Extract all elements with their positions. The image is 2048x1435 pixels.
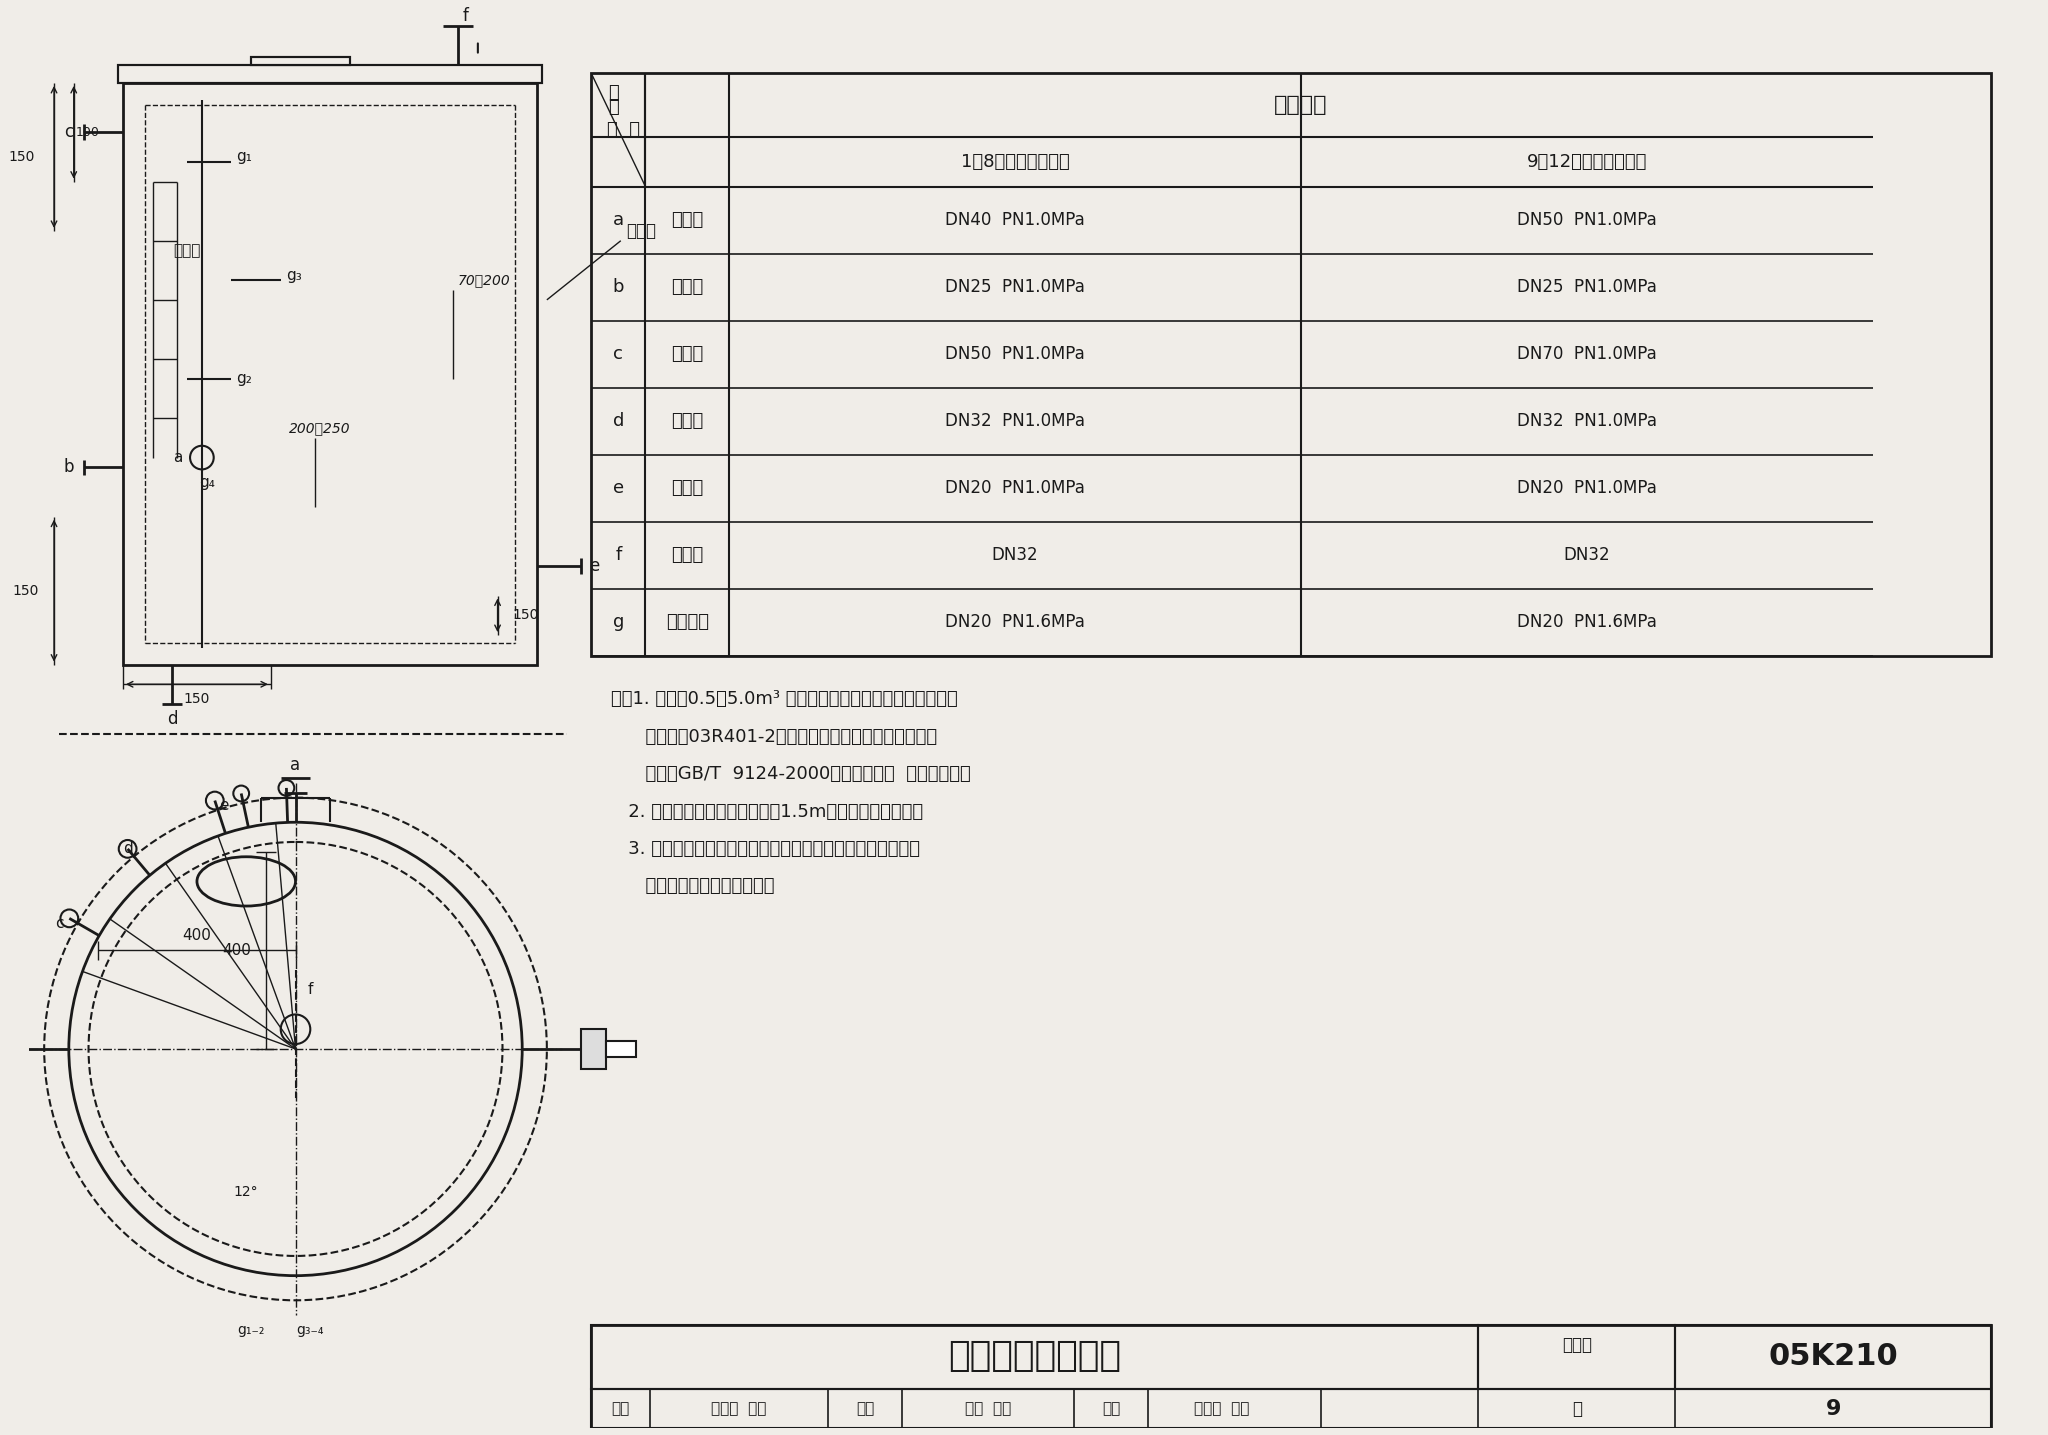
Text: 圆形膨胀水箱总图: 圆形膨胀水箱总图 bbox=[948, 1339, 1120, 1373]
Text: DN70  PN1.0MPa: DN70 PN1.0MPa bbox=[1518, 344, 1657, 363]
Text: DN20  PN1.0MPa: DN20 PN1.0MPa bbox=[944, 479, 1085, 497]
Text: g₁: g₁ bbox=[236, 149, 252, 165]
Text: f: f bbox=[463, 7, 469, 24]
Bar bbox=[252, 57, 350, 65]
Text: d: d bbox=[612, 412, 625, 430]
Bar bbox=[582, 1029, 606, 1069]
Text: 审核: 审核 bbox=[612, 1401, 631, 1416]
Text: 9～12号开式膨胀水箱: 9～12号开式膨胀水箱 bbox=[1526, 154, 1647, 171]
Text: 溢水管: 溢水管 bbox=[672, 344, 702, 363]
Text: 设计: 设计 bbox=[1102, 1401, 1120, 1416]
Text: DN40  PN1.0MPa: DN40 PN1.0MPa bbox=[946, 211, 1085, 230]
Bar bbox=[592, 73, 1991, 656]
Text: 信号管: 信号管 bbox=[672, 479, 702, 497]
Text: 王加  签名: 王加 签名 bbox=[965, 1401, 1012, 1416]
Text: b: b bbox=[612, 278, 625, 296]
Text: 9: 9 bbox=[1825, 1399, 1841, 1419]
Text: DN25  PN1.0MPa: DN25 PN1.0MPa bbox=[1518, 278, 1657, 296]
Text: DN50  PN1.0MPa: DN50 PN1.0MPa bbox=[1518, 211, 1657, 230]
Text: 准均为GB/T  9124-2000《钢制管法兰  技术条件》。: 准均为GB/T 9124-2000《钢制管法兰 技术条件》。 bbox=[610, 765, 971, 784]
Text: g₃: g₃ bbox=[285, 268, 301, 283]
Text: 外人梯: 外人梯 bbox=[627, 222, 655, 240]
Bar bbox=[119, 65, 543, 83]
Text: f: f bbox=[614, 547, 621, 564]
Text: 符: 符 bbox=[608, 85, 618, 102]
Text: 注：1. 本图为0.5～5.0m³ 圆形膨胀水箱总图。箱体制作图详见: 注：1. 本图为0.5～5.0m³ 圆形膨胀水箱总图。箱体制作图详见 bbox=[610, 690, 958, 709]
Text: 图集号: 图集号 bbox=[1563, 1336, 1591, 1353]
Text: a: a bbox=[291, 756, 301, 773]
Text: 400: 400 bbox=[223, 943, 252, 959]
Text: 张亚立  签名: 张亚立 签名 bbox=[1194, 1401, 1249, 1416]
Text: c: c bbox=[614, 344, 623, 363]
Text: 1～8号开式膨胀水箱: 1～8号开式膨胀水箱 bbox=[961, 154, 1069, 171]
Text: 05K210: 05K210 bbox=[1767, 1342, 1898, 1370]
Text: 接管规格: 接管规格 bbox=[1274, 95, 1327, 115]
Bar bbox=[606, 1040, 635, 1056]
Text: 页: 页 bbox=[1573, 1399, 1581, 1418]
Text: DN50  PN1.0MPa: DN50 PN1.0MPa bbox=[946, 344, 1085, 363]
Bar bbox=[1479, 1325, 1675, 1389]
Text: g₁₋₂: g₁₋₂ bbox=[238, 1323, 264, 1337]
Bar bbox=[592, 1389, 1991, 1428]
Text: c: c bbox=[63, 123, 74, 141]
Text: 国标图集03R401-2《开式水箱》。图中各接管法兰标: 国标图集03R401-2《开式水箱》。图中各接管法兰标 bbox=[610, 728, 938, 746]
Text: DN32  PN1.0MPa: DN32 PN1.0MPa bbox=[944, 412, 1085, 430]
Text: b: b bbox=[63, 458, 74, 476]
Text: 100: 100 bbox=[76, 126, 100, 139]
Text: f: f bbox=[307, 983, 313, 997]
Text: g₄: g₄ bbox=[199, 475, 215, 489]
Text: 150: 150 bbox=[512, 608, 539, 623]
Text: g: g bbox=[612, 613, 625, 631]
Text: 膨胀管: 膨胀管 bbox=[672, 211, 702, 230]
Text: DN25  PN1.0MPa: DN25 PN1.0MPa bbox=[944, 278, 1085, 296]
Bar bbox=[119, 65, 543, 83]
Text: 校对: 校对 bbox=[856, 1401, 874, 1416]
Text: 排水管: 排水管 bbox=[672, 412, 702, 430]
Bar bbox=[1675, 1325, 1991, 1389]
Text: 3. 水箱上附件如人孔、管接头、外人梯等，在水箱上的位置: 3. 水箱上附件如人孔、管接头、外人梯等，在水箱上的位置 bbox=[610, 839, 920, 858]
Text: 150: 150 bbox=[184, 692, 211, 706]
Text: d: d bbox=[123, 841, 133, 857]
Text: DN20  PN1.6MPa: DN20 PN1.6MPa bbox=[1518, 613, 1657, 631]
Text: 内人梯: 内人梯 bbox=[174, 243, 201, 258]
Bar bbox=[252, 57, 350, 65]
Text: a: a bbox=[612, 211, 625, 230]
Text: e: e bbox=[219, 798, 229, 812]
Text: d: d bbox=[168, 710, 178, 728]
Text: g₂: g₂ bbox=[236, 372, 252, 386]
Text: a: a bbox=[172, 451, 182, 465]
Bar bbox=[123, 83, 537, 664]
Text: DN32: DN32 bbox=[991, 547, 1038, 564]
Text: 由工程设计人员自行修改。: 由工程设计人员自行修改。 bbox=[610, 877, 774, 895]
Text: DN32: DN32 bbox=[1563, 547, 1610, 564]
Text: 循环管: 循环管 bbox=[672, 278, 702, 296]
Text: 70～200: 70～200 bbox=[459, 273, 510, 287]
Text: 宋孝春  签名: 宋孝春 签名 bbox=[711, 1401, 766, 1416]
Text: 150: 150 bbox=[12, 584, 39, 597]
Text: e: e bbox=[590, 557, 600, 575]
Text: c: c bbox=[55, 916, 63, 931]
Text: DN20  PN1.6MPa: DN20 PN1.6MPa bbox=[944, 613, 1085, 631]
Text: 200～250: 200～250 bbox=[289, 420, 350, 435]
Text: g₃₋₄: g₃₋₄ bbox=[297, 1323, 324, 1337]
Text: DN20  PN1.0MPa: DN20 PN1.0MPa bbox=[1518, 479, 1657, 497]
Text: 2. 开式膨胀水箱高度大于等于1.5m时应设内、外人梯。: 2. 开式膨胀水箱高度大于等于1.5m时应设内、外人梯。 bbox=[610, 802, 924, 821]
Text: 名  称: 名 称 bbox=[606, 121, 639, 139]
Text: 400: 400 bbox=[182, 928, 211, 943]
Text: 液面计口: 液面计口 bbox=[666, 613, 709, 631]
Text: 号: 号 bbox=[608, 98, 618, 116]
Text: 12°: 12° bbox=[233, 1185, 258, 1198]
Text: 通气管: 通气管 bbox=[672, 547, 702, 564]
Text: e: e bbox=[612, 479, 625, 497]
Text: DN32  PN1.0MPa: DN32 PN1.0MPa bbox=[1518, 412, 1657, 430]
Bar bbox=[592, 1325, 1479, 1389]
Bar bbox=[592, 1325, 1991, 1428]
Text: 150: 150 bbox=[8, 149, 35, 164]
